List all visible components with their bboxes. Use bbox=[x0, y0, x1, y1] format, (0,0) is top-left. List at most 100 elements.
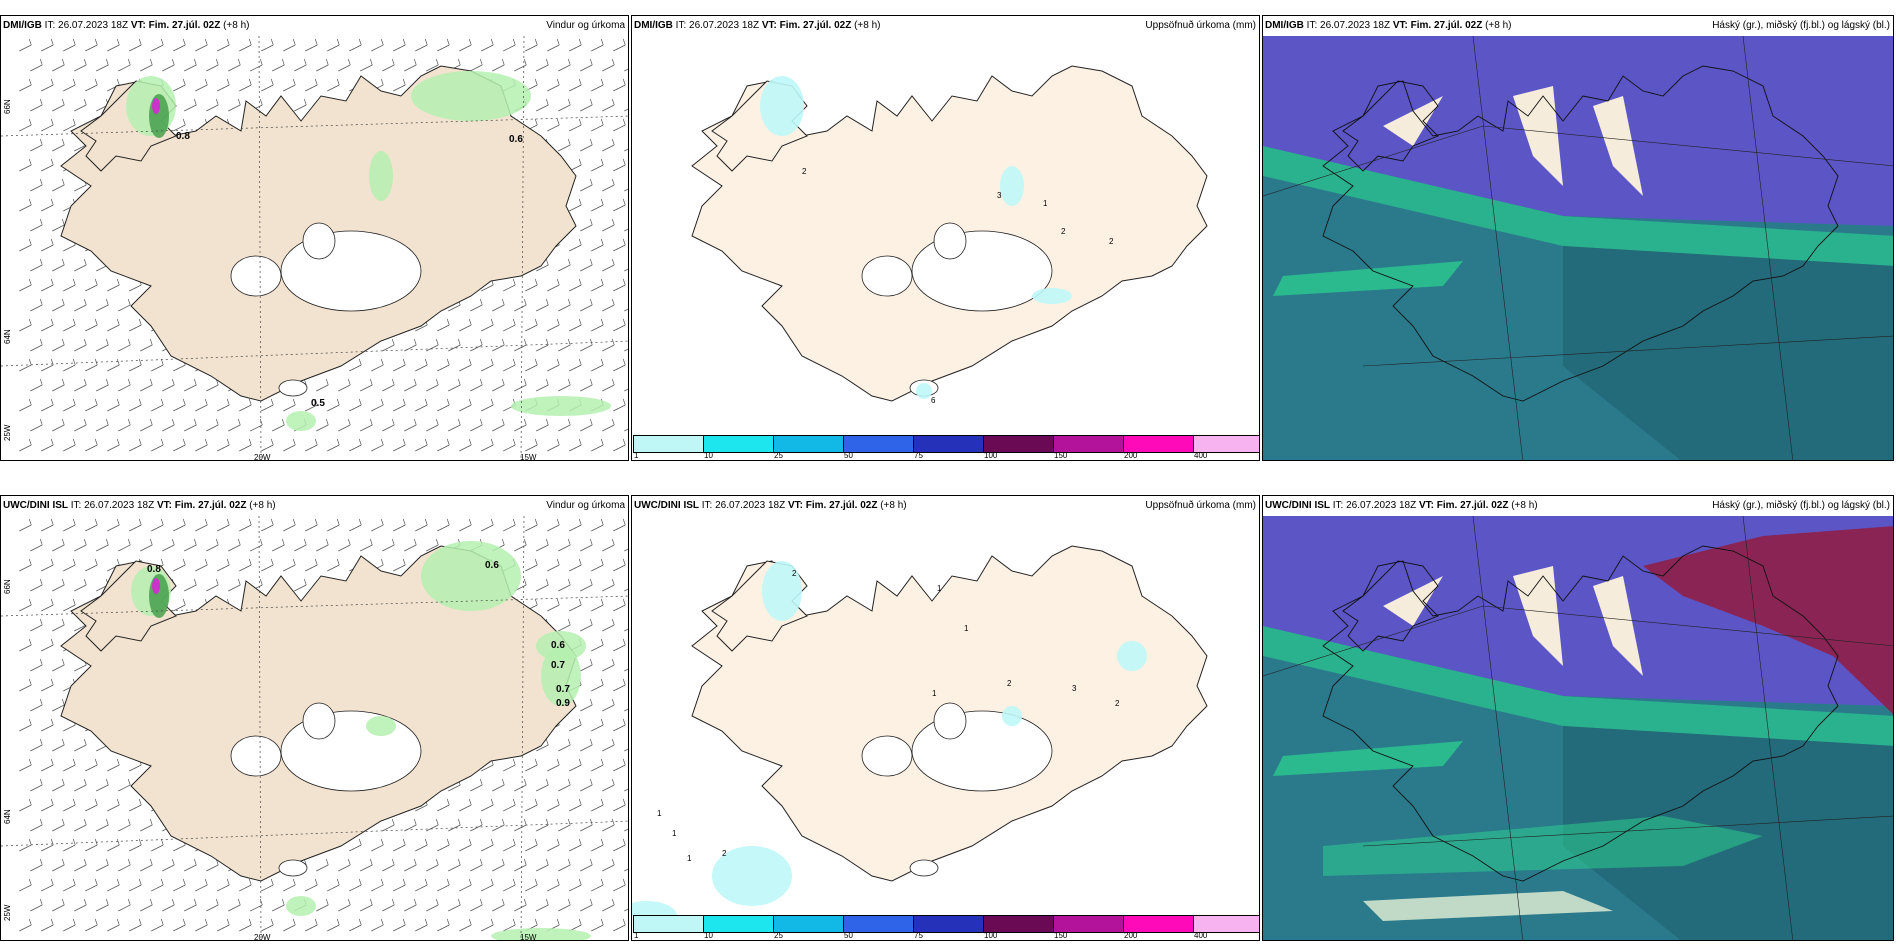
panel-title: Uppsöfnuð úrkoma (mm) bbox=[1145, 500, 1256, 511]
wind-barb bbox=[327, 398, 340, 412]
wind-barb bbox=[448, 378, 461, 392]
wind-barb bbox=[63, 38, 76, 52]
glacier-hofsjokull bbox=[302, 222, 336, 260]
wind-barb bbox=[547, 438, 560, 452]
wind-barb bbox=[547, 598, 560, 612]
longitude-line bbox=[520, 36, 525, 460]
precip-contour-label: 0.8 bbox=[176, 131, 190, 142]
wind-barb bbox=[415, 38, 428, 52]
wind-barb bbox=[492, 818, 505, 832]
colorbar-tick-label: 100 bbox=[984, 931, 998, 940]
rain-convective bbox=[152, 578, 160, 594]
panel-header: UWC/DINI ISL IT: 26.07.2023 18Z VT: Fim.… bbox=[1, 496, 628, 516]
wind-barb bbox=[613, 278, 626, 292]
wind-barb bbox=[30, 898, 43, 912]
rain-patch bbox=[421, 541, 521, 611]
lead-time: (+8 h) bbox=[1482, 20, 1512, 31]
wind-barb bbox=[459, 318, 472, 332]
wind-barb bbox=[173, 598, 186, 612]
wind-barb bbox=[52, 178, 65, 192]
wind-barb bbox=[305, 518, 318, 532]
colorbar-tick-label: 50 bbox=[844, 931, 853, 940]
wind-barb bbox=[63, 838, 76, 852]
wind-barb bbox=[294, 58, 307, 72]
wind-barb bbox=[52, 298, 65, 312]
wind-barb bbox=[305, 878, 318, 892]
wind-barb bbox=[19, 518, 32, 532]
wind-barb bbox=[382, 858, 395, 872]
wind-barb bbox=[195, 438, 208, 452]
wind-barb bbox=[602, 538, 615, 552]
wind-barb bbox=[162, 858, 175, 872]
wind-barb bbox=[569, 198, 582, 212]
wind-barb bbox=[63, 598, 76, 612]
wind-barb bbox=[195, 878, 208, 892]
wind-barb bbox=[404, 338, 417, 352]
wind-barb bbox=[569, 278, 582, 292]
wind-barb bbox=[30, 138, 43, 152]
wind-barb bbox=[613, 798, 626, 812]
wind-barb bbox=[118, 778, 131, 792]
precip-patch bbox=[1002, 706, 1022, 726]
wind-barb bbox=[580, 418, 593, 432]
wind-barb bbox=[118, 418, 131, 432]
wind-barb bbox=[217, 38, 230, 52]
wind-barb bbox=[558, 58, 571, 72]
graticule-line bbox=[1742, 516, 1794, 940]
wind-barb bbox=[151, 38, 164, 52]
wind-barb bbox=[74, 578, 87, 592]
wind-barb bbox=[624, 748, 628, 752]
wind-barb bbox=[558, 338, 571, 352]
wind-barb bbox=[52, 418, 65, 432]
wind-barb bbox=[613, 838, 626, 852]
wind-barb bbox=[514, 378, 527, 392]
wind-barb bbox=[492, 898, 505, 912]
wind-barb bbox=[140, 818, 153, 832]
colorbar-tick-label: 75 bbox=[914, 931, 923, 940]
wind-barb bbox=[74, 378, 87, 392]
wind-barb bbox=[173, 558, 186, 572]
wind-barb bbox=[30, 858, 43, 872]
wind-barb bbox=[250, 418, 263, 432]
wind-barb bbox=[415, 518, 428, 532]
wind-barb bbox=[217, 878, 230, 892]
wind-barb bbox=[85, 558, 98, 572]
wind-barb bbox=[74, 898, 87, 912]
wind-barb bbox=[162, 58, 175, 72]
wind-barb bbox=[173, 398, 186, 412]
panel-title: Vindur og úrkoma bbox=[546, 20, 625, 31]
wind-barb bbox=[393, 918, 406, 932]
precip-value-label: 1 bbox=[657, 809, 662, 818]
wind-barb bbox=[580, 58, 593, 72]
wind-barb bbox=[382, 58, 395, 72]
wind-barb bbox=[52, 778, 65, 792]
precip-contour-label: 0.6 bbox=[551, 640, 565, 651]
wind-barb bbox=[624, 388, 628, 392]
wind-barb bbox=[591, 38, 604, 52]
wind-barb bbox=[206, 98, 219, 112]
wind-barb bbox=[547, 318, 560, 332]
wind-barb bbox=[283, 438, 296, 452]
wind-barb bbox=[437, 518, 450, 532]
wind-barb bbox=[624, 788, 628, 792]
wind-barb bbox=[569, 118, 582, 132]
wind-barb bbox=[426, 418, 439, 432]
lon-label-20w: 20W bbox=[254, 453, 271, 461]
wind-barb bbox=[41, 558, 54, 572]
precip-patch bbox=[712, 846, 792, 906]
wind-barb bbox=[327, 438, 340, 452]
wind-barb bbox=[85, 318, 98, 332]
wind-barb bbox=[96, 58, 109, 72]
wind-barb bbox=[349, 398, 362, 412]
wind-barb bbox=[283, 918, 296, 932]
wind-barb bbox=[591, 438, 604, 452]
valid-time: VT: Fim. 27.júl. 02Z bbox=[156, 500, 247, 511]
wind-barb bbox=[371, 38, 384, 52]
precip-value-label: 1 bbox=[1043, 199, 1048, 208]
glacier-hofsjokull bbox=[302, 702, 336, 740]
wind-barb bbox=[536, 538, 549, 552]
wind-barb bbox=[239, 518, 252, 532]
wind-barb bbox=[162, 898, 175, 912]
wind-barb bbox=[514, 538, 527, 552]
wind-barb bbox=[481, 918, 494, 932]
